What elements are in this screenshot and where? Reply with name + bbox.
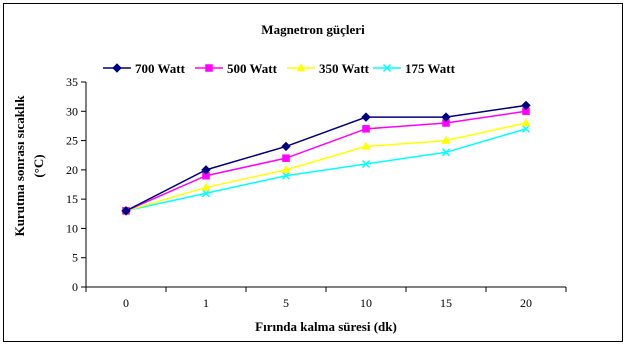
series-line-700-watt	[125, 104, 527, 212]
legend-label: 700 Watt	[135, 61, 186, 76]
series-line-175-watt	[125, 128, 527, 212]
legend-marker	[112, 63, 122, 73]
series-line-500-watt	[125, 110, 527, 212]
x-axis-label: Fırında kalma süresi (dk)	[255, 319, 397, 334]
data-point-700-watt	[521, 100, 531, 111]
data-point-175-watt	[441, 148, 451, 157]
x-tick-label: 5	[283, 296, 289, 310]
data-point-500-watt	[362, 125, 370, 133]
series-175-watt	[121, 124, 531, 215]
legend-label: 175 Watt	[405, 61, 456, 76]
x-tick-label: 0	[123, 296, 129, 310]
legend-label: 350 Watt	[319, 61, 370, 76]
series-700-watt	[121, 100, 531, 216]
data-point-175-watt	[281, 171, 291, 180]
x-tick-label: 20	[520, 296, 532, 310]
data-point-700-watt	[441, 112, 451, 122]
data-point-350-watt	[201, 182, 211, 191]
legend: 700 Watt 500 Watt 350 Watt 175 Watt	[103, 61, 456, 76]
legend-marker	[296, 62, 306, 72]
legend-item-700-watt: 700 Watt	[103, 61, 186, 76]
x-axis-ticks: 0 1 5 10 15 20	[85, 287, 567, 310]
data-point-350-watt	[441, 135, 451, 144]
data-point-700-watt	[121, 206, 131, 216]
y-axis-label-line2: (°C)	[31, 154, 46, 177]
data-point-175-watt	[361, 159, 371, 169]
series-line-350-watt	[125, 122, 527, 212]
data-point-500-watt	[282, 154, 290, 162]
y-axis-label-line1: Kurutma sonrası sıcaklık	[12, 95, 27, 237]
data-point-350-watt	[281, 164, 291, 174]
x-tick-label: 10	[360, 296, 372, 310]
series-350-watt	[121, 117, 531, 215]
data-point-700-watt	[281, 141, 291, 152]
x-tick-label: 1	[203, 296, 209, 310]
legend-marker	[382, 63, 392, 73]
data-point-350-watt	[361, 141, 371, 150]
data-point-350-watt	[521, 117, 531, 127]
legend-item-175-watt: 175 Watt	[373, 61, 456, 76]
y-tick-label: 25	[66, 134, 78, 148]
y-tick-label: 5	[72, 251, 78, 265]
data-point-700-watt	[361, 112, 371, 122]
x-tick-label: 15	[440, 296, 452, 310]
y-tick-label: 10	[66, 221, 78, 235]
chart-title: Magnetron güçleri	[261, 22, 365, 37]
data-point-175-watt	[521, 124, 531, 133]
series-group	[121, 100, 531, 216]
y-axis-ticks: 0 5 10 15 20 25 30 35	[66, 75, 86, 294]
y-tick-label: 30	[66, 104, 78, 118]
data-point-175-watt	[201, 189, 211, 198]
legend-marker	[205, 64, 213, 72]
data-point-700-watt	[201, 165, 211, 175]
y-tick-label: 0	[72, 280, 78, 294]
legend-item-500-watt: 500 Watt	[195, 61, 278, 76]
legend-item-350-watt: 350 Watt	[287, 61, 370, 76]
legend-label: 500 Watt	[227, 61, 278, 76]
y-tick-label: 15	[66, 192, 78, 206]
y-tick-label: 20	[66, 163, 78, 177]
y-tick-label: 35	[66, 75, 78, 89]
